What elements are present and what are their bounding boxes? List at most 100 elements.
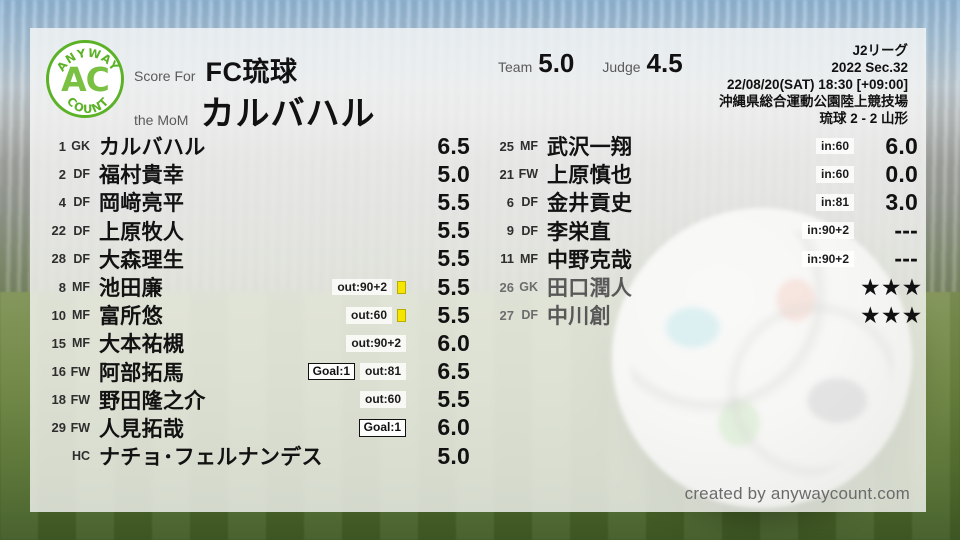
player-name: ナチョ･フェルナンデス bbox=[99, 446, 323, 470]
player-rating: 6.5 bbox=[437, 132, 470, 159]
player-name: 上原牧人 bbox=[99, 220, 185, 244]
player-row[interactable]: 9 DF 李栄直 in:90+2 --- bbox=[484, 217, 918, 245]
match-info-block: J2リーグ 2022 Sec.32 22/08/20(SAT) 18:30 [+… bbox=[719, 42, 908, 127]
score-for-label: Score For bbox=[134, 68, 196, 84]
substitution-badge: out:60 bbox=[346, 306, 392, 324]
player-row[interactable]: 27 DF 中川創 ★★★ bbox=[484, 301, 923, 329]
player-position: DF bbox=[521, 308, 538, 323]
player-row[interactable]: 4 DF 岡﨑亮平 5.5 bbox=[36, 188, 470, 216]
player-number: 29 bbox=[51, 420, 66, 436]
card-header: ANYWAY COUNT AC Score For FC琉球 the MoM カ… bbox=[30, 28, 926, 135]
player-name: 池田廉 bbox=[99, 277, 163, 301]
player-position: MF bbox=[519, 251, 538, 266]
player-badges: out:60 bbox=[346, 306, 406, 324]
player-badges: out:90+2 bbox=[346, 335, 406, 352]
player-rating: 5.5 bbox=[437, 188, 470, 215]
player-name: 大森理生 bbox=[99, 248, 185, 272]
player-name: 野田隆之介 bbox=[99, 389, 206, 413]
player-rating: 5.5 bbox=[437, 245, 470, 272]
player-number: 2 bbox=[58, 166, 66, 182]
player-number: 28 bbox=[51, 251, 66, 267]
player-number: 10 bbox=[51, 307, 66, 323]
judge-rating-value: 4.5 bbox=[646, 48, 683, 78]
team-name: FC琉球 bbox=[205, 57, 298, 87]
player-rating: ★★★ bbox=[860, 273, 923, 300]
logo-top-text: ANYWAY bbox=[54, 45, 122, 74]
player-position: DF bbox=[73, 251, 90, 266]
substitution-badge: out:60 bbox=[360, 391, 406, 409]
player-row[interactable]: 10 MF 富所悠 out:60 5.5 bbox=[36, 301, 470, 329]
team-rating-label: Team bbox=[498, 59, 533, 75]
player-number: 26 bbox=[499, 279, 514, 295]
player-rating: 5.5 bbox=[437, 386, 470, 413]
player-row[interactable]: HC ナチョ･フェルナンデス 5.0 bbox=[36, 442, 470, 470]
player-row[interactable]: 28 DF 大森理生 5.5 bbox=[36, 245, 470, 273]
player-position: GK bbox=[71, 139, 90, 154]
mom-player-name: カルバハル bbox=[200, 95, 376, 133]
player-row[interactable]: 15 MF 大本祐槻 out:90+2 6.0 bbox=[36, 329, 470, 357]
player-name: 大本祐槻 bbox=[99, 333, 185, 357]
player-row[interactable]: 18 FW 野田隆之介 out:60 5.5 bbox=[36, 386, 470, 414]
starters-column: 1 GK カルバハル 6.5 2 DF 福村貴幸 5.0 4 DF 岡﨑亮平 5.5 22 DF 上原牧人 5… bbox=[30, 132, 478, 512]
player-row[interactable]: 8 MF 池田廉 out:90+2 5.5 bbox=[36, 273, 470, 301]
player-row[interactable]: 6 DF 金井貢史 in:81 3.0 bbox=[484, 188, 918, 216]
logo-arc-text: ANYWAY COUNT bbox=[54, 45, 122, 116]
substitution-badge: in:60 bbox=[815, 137, 854, 155]
player-row[interactable]: 25 MF 武沢一翔 in:60 6.0 bbox=[484, 132, 918, 160]
player-badges: out:90+2 bbox=[332, 278, 406, 296]
substitution-badge: in:90+2 bbox=[802, 222, 854, 239]
player-rating: 6.0 bbox=[437, 329, 470, 356]
player-row[interactable]: 21 FW 上原慎也 in:60 0.0 bbox=[484, 160, 918, 188]
man-of-the-match-row: the MoM カルバハル bbox=[134, 86, 375, 135]
player-rating: ★★★ bbox=[860, 301, 923, 328]
player-row[interactable]: 11 MF 中野克哉 in:90+2 --- bbox=[484, 245, 918, 273]
substitution-badge: out:90+2 bbox=[346, 335, 406, 352]
player-position: DF bbox=[73, 167, 90, 182]
team-rating-value: 5.0 bbox=[538, 48, 575, 78]
substitution-badge: in:90+2 bbox=[802, 250, 854, 268]
player-number: 22 bbox=[51, 223, 66, 239]
player-position: FW bbox=[70, 392, 90, 407]
player-position: MF bbox=[71, 336, 90, 351]
player-name: 阿部拓馬 bbox=[99, 361, 185, 385]
player-badges: in:60 bbox=[815, 137, 854, 155]
player-rating: 5.5 bbox=[437, 273, 470, 300]
player-name: 人見拓哉 bbox=[99, 417, 185, 441]
player-row[interactable]: 2 DF 福村貴幸 5.0 bbox=[36, 160, 470, 188]
mom-label: the MoM bbox=[134, 112, 189, 128]
player-number: 21 bbox=[499, 166, 514, 182]
player-name: 金井貢史 bbox=[547, 192, 633, 216]
player-number: 27 bbox=[499, 307, 514, 323]
player-rating: 6.5 bbox=[437, 358, 470, 385]
yellow-card-icon bbox=[397, 280, 406, 294]
player-number: 25 bbox=[499, 138, 514, 154]
player-position: GK bbox=[519, 280, 538, 295]
player-rating: 5.5 bbox=[437, 301, 470, 328]
player-number: 9 bbox=[506, 223, 514, 239]
player-badges: out:60 bbox=[360, 391, 406, 409]
goal-badge: Goal:1 bbox=[358, 419, 406, 437]
player-rating: 0.0 bbox=[885, 160, 918, 187]
player-name: 中野克哉 bbox=[547, 248, 633, 272]
player-position: FW bbox=[70, 420, 90, 435]
player-position: FW bbox=[70, 364, 90, 379]
player-number: 1 bbox=[58, 138, 66, 154]
venue-name: 沖縄県総合運動公園陸上競技場 bbox=[719, 94, 908, 109]
player-rating: --- bbox=[894, 245, 918, 272]
player-badges: Goal:1 bbox=[358, 419, 406, 437]
player-row[interactable]: 16 FW 阿部拓馬 Goal:1 out:81 6.5 bbox=[36, 358, 470, 386]
player-position: FW bbox=[518, 167, 538, 182]
ratings-card-panel: ANYWAY COUNT AC Score For FC琉球 the MoM カ… bbox=[30, 28, 926, 512]
player-rating: 5.5 bbox=[437, 217, 470, 244]
player-name: 富所悠 bbox=[99, 305, 163, 329]
player-row[interactable]: 29 FW 人見拓哉 Goal:1 6.0 bbox=[36, 414, 470, 442]
player-row[interactable]: 22 DF 上原牧人 5.5 bbox=[36, 217, 470, 245]
player-row[interactable]: 26 GK 田口潤人 ★★★ bbox=[484, 273, 923, 301]
player-row[interactable]: 1 GK カルバハル 6.5 bbox=[36, 132, 470, 160]
judge-rating-label: Judge bbox=[602, 59, 641, 75]
player-position: HC bbox=[71, 449, 90, 464]
player-rating: 3.0 bbox=[885, 188, 918, 215]
player-name: 田口潤人 bbox=[547, 277, 633, 301]
player-rating: 5.0 bbox=[437, 160, 470, 187]
